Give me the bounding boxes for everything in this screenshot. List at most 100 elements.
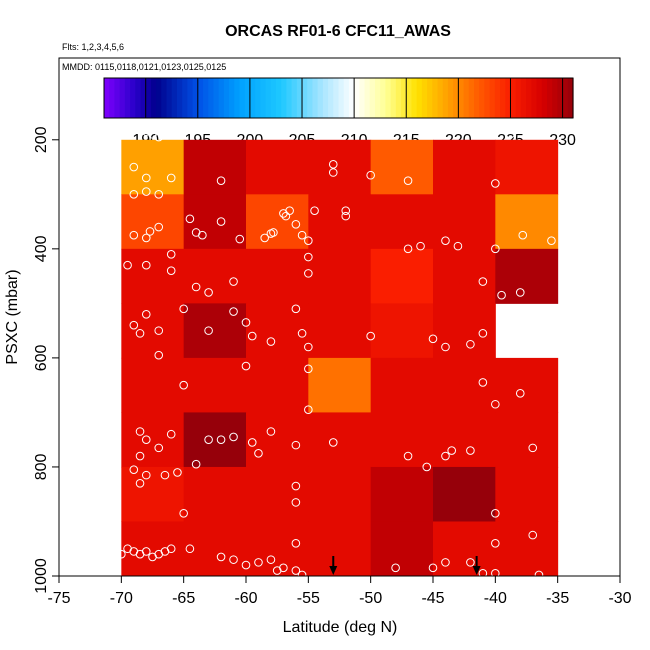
sample-point: [266, 337, 276, 346]
colorbar-segment: [192, 78, 199, 118]
sample-point: [478, 277, 488, 286]
sample-point: [229, 555, 238, 564]
colorbar-segment: [140, 78, 147, 118]
y-tick-label: 200: [33, 126, 50, 153]
heatmap-cell: [433, 194, 496, 250]
sample-point: [154, 222, 164, 232]
colorbar-segment: [432, 78, 439, 118]
sample-point: [254, 558, 263, 567]
sample-point: [216, 176, 226, 185]
sample-point: [291, 304, 301, 314]
sample-point: [254, 449, 263, 458]
colorbar-segment: [526, 78, 532, 118]
sample-point: [328, 168, 338, 177]
colorbar-segment: [275, 78, 282, 118]
sample-point: [204, 326, 213, 335]
sample-point: [185, 214, 195, 224]
sample-point: [578, 130, 587, 139]
colorbar-segment: [135, 78, 142, 118]
colorbar-segment: [255, 78, 261, 118]
sample-point: [297, 230, 307, 240]
sample-point: [366, 331, 375, 341]
sample-point: [141, 233, 151, 243]
sample-point: [175, 130, 185, 139]
sample-point: [540, 124, 550, 134]
sample-point: [123, 260, 132, 270]
heatmap-cell: [433, 466, 496, 522]
x-tick-label: -60: [234, 590, 257, 607]
heatmap-cell: [433, 357, 496, 413]
sample-point: [291, 566, 301, 575]
sample-point: [285, 206, 294, 215]
heatmap-cells: [121, 139, 559, 577]
colorbar-segment: [270, 78, 277, 118]
heatmap-cell: [308, 139, 372, 195]
heatmap-cell: [308, 248, 372, 304]
sample-point: [304, 342, 313, 352]
heatmap-cell: [121, 194, 185, 250]
heatmap-cell: [183, 139, 247, 195]
sample-point: [198, 124, 207, 134]
sample-point: [518, 230, 528, 240]
colorbar-segment: [520, 78, 527, 118]
x-tick-label: -45: [421, 590, 444, 607]
colorbar-segment: [171, 78, 178, 118]
sample-point: [141, 309, 151, 319]
sample-point: [441, 236, 450, 245]
sample-point: [304, 236, 313, 245]
sample-point: [204, 435, 213, 444]
colorbar-segment: [494, 78, 501, 118]
heatmap-cell: [121, 248, 185, 304]
colorbar-segment: [421, 78, 428, 118]
colorbar-segment: [197, 78, 204, 118]
colorbar-segment: [401, 78, 407, 118]
colorbar-segment: [463, 78, 470, 118]
colorbar-segment: [109, 78, 116, 118]
colorbar-segment: [567, 78, 574, 118]
chart-subtitle-flights: Flts: 1,2,3,4,5,6: [62, 42, 124, 52]
colorbar-segment: [354, 78, 360, 118]
colorbar-segment: [442, 78, 449, 118]
colorbar-frame: [103, 77, 574, 119]
colorbar-segment: [244, 78, 251, 118]
heatmap-cell: [246, 248, 309, 304]
sample-point: [216, 217, 226, 226]
sample-point: [453, 241, 463, 251]
sample-point: [304, 252, 313, 262]
colorbar-segment: [395, 78, 402, 118]
sample-point: [241, 361, 251, 371]
sample-point: [328, 160, 338, 169]
sample-point: [266, 427, 276, 436]
sample-point: [141, 435, 151, 444]
colorbar-segment: [328, 78, 334, 118]
colorbar-segment: [348, 78, 355, 118]
sample-point: [341, 206, 351, 215]
x-tick-label: -30: [608, 590, 631, 607]
sample-point: [291, 538, 301, 548]
sample-point: [540, 331, 550, 341]
heatmap-cell: [433, 248, 496, 304]
heatmap-cell: [370, 521, 434, 577]
heatmap-cell: [308, 466, 372, 522]
sample-point: [179, 304, 188, 314]
colorbar-segment: [427, 78, 433, 118]
sample-point: [478, 329, 488, 338]
sample-point: [117, 549, 126, 559]
colorbar-segment: [500, 78, 506, 118]
sample-point: [235, 234, 245, 244]
heatmap-cell: [433, 303, 496, 359]
sample-point: [491, 179, 500, 188]
heatmap-cell: [370, 248, 434, 304]
sample-point: [173, 468, 182, 477]
colorbar-segment: [546, 78, 553, 118]
colorbar-segment: [213, 78, 220, 118]
chart-title: ORCAS RF01-6 CFC11_AWAS: [225, 23, 451, 40]
flight-arrow-head: [472, 566, 481, 575]
sample-point: [491, 508, 500, 518]
heatmap-cell: [370, 412, 434, 468]
sample-point: [366, 170, 375, 180]
colorbar-segment: [130, 78, 136, 118]
sample-point: [291, 440, 301, 450]
heatmap-cell: [370, 466, 434, 522]
